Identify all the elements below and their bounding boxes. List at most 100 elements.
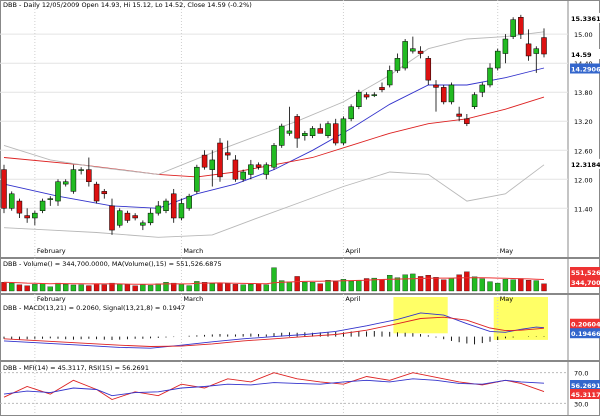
candle-up	[502, 38, 509, 54]
volume-last-label-box	[570, 267, 600, 277]
candle-up	[479, 84, 486, 93]
volume-bar	[302, 281, 308, 292]
volume-ma-line	[3, 277, 545, 285]
candle-up	[394, 58, 401, 71]
volume-bar	[47, 286, 53, 292]
volume-bar	[217, 282, 223, 292]
candle-down	[224, 152, 231, 156]
macd-month-label-april: April	[345, 295, 360, 303]
volume-bar	[78, 284, 84, 292]
volume-bar	[294, 276, 300, 292]
mfi-last-label-box	[570, 389, 600, 399]
volume-bar	[479, 278, 485, 292]
volume-bar	[255, 283, 262, 292]
candle-down	[417, 50, 424, 54]
candle-down	[433, 84, 439, 88]
ma-short-line	[3, 67, 545, 209]
volume-bar	[456, 274, 462, 292]
volume-bar	[263, 284, 269, 292]
volume-bar	[39, 283, 46, 292]
candle-down	[170, 193, 177, 219]
volume-bar	[471, 276, 478, 292]
candle-up	[78, 169, 84, 171]
volume-bar	[63, 283, 69, 292]
candle-down	[16, 200, 23, 214]
volume-bar	[410, 273, 416, 292]
candle-up	[116, 210, 123, 226]
price-y-tick-label: 12.60	[574, 147, 593, 155]
volume-bar	[155, 283, 161, 292]
signal-line	[3, 316, 545, 347]
candle-up	[155, 205, 162, 214]
price-last-label: 14.59	[571, 51, 592, 59]
volume-bar	[171, 282, 177, 292]
volume-bar	[55, 282, 61, 292]
macd-highlight-zone	[393, 297, 448, 334]
candle-down	[317, 128, 324, 134]
volume-bar	[163, 282, 169, 292]
candle-up	[302, 133, 308, 137]
candle-up	[402, 41, 408, 69]
volume-bar	[271, 267, 277, 292]
mfi-y-tick-label: 70.0	[574, 370, 588, 378]
volume-panel-title: DBB - Volume() = 344,700.0000, MA(Volume…	[3, 260, 222, 268]
candle-up	[194, 166, 200, 192]
candle-down	[440, 87, 447, 103]
mfi-y-tick-label: 30.0	[574, 400, 588, 408]
rsi-line	[3, 378, 545, 397]
volume-bar	[464, 271, 470, 292]
volume-bar	[178, 283, 185, 292]
macd-last-label-box	[570, 328, 600, 339]
volume-bar	[356, 280, 362, 292]
macd-highlight-zone	[493, 297, 548, 340]
volume-bar	[286, 281, 293, 292]
candle-down	[379, 87, 385, 91]
price-last-label: 14.2906	[571, 65, 600, 73]
volume-bar	[510, 279, 516, 292]
volume-bar	[132, 285, 138, 292]
volume-panel: DBB - Volume() = 344,700.0000, MA(Volume…	[0, 258, 600, 294]
candle-up	[348, 106, 354, 120]
volume-bar	[525, 280, 532, 292]
volume-bar	[417, 276, 424, 292]
candle-up	[39, 200, 46, 211]
bollinger-lower-line	[3, 164, 545, 238]
volume-bar	[194, 281, 200, 292]
candle-down	[456, 113, 462, 117]
candle-down	[294, 116, 300, 139]
volume-bar	[425, 275, 431, 292]
volume-last-label-box	[570, 277, 600, 287]
macd-last-label: 0.206047	[571, 321, 600, 329]
mfi-last-label: 45.3117	[571, 391, 600, 399]
volume-bar	[325, 280, 331, 292]
candle-up	[70, 169, 77, 192]
volume-bar	[140, 284, 146, 292]
candle-up	[340, 118, 347, 144]
volume-last-label: 344,700	[571, 279, 600, 287]
candle-up	[371, 94, 378, 96]
candle-up	[309, 128, 316, 137]
candle-down	[363, 94, 370, 98]
candle-down	[255, 164, 262, 168]
candle-down	[217, 142, 223, 178]
price-last-label-box	[570, 158, 600, 169]
macd-month-label-may: May	[500, 295, 514, 303]
price-panel: 15.0014.4013.8013.2012.6012.0011.40Febru…	[0, 0, 600, 258]
volume-bar	[9, 282, 15, 292]
candle-up	[325, 123, 331, 137]
price-y-tick-label: 12.00	[574, 176, 593, 184]
candle-up	[186, 195, 192, 209]
mfi-last-label: 56.2691	[571, 382, 600, 390]
volume-bar	[502, 279, 509, 292]
volume-bar	[495, 282, 501, 292]
candle-down	[124, 212, 131, 221]
volume-bar	[124, 284, 131, 292]
price-month-label-may: May	[500, 247, 514, 255]
candle-down	[132, 215, 138, 219]
volume-bar	[487, 281, 493, 292]
volume-bar	[32, 284, 38, 292]
volume-bar	[363, 278, 370, 292]
volume-bar	[371, 277, 377, 292]
volume-bar	[70, 284, 77, 292]
